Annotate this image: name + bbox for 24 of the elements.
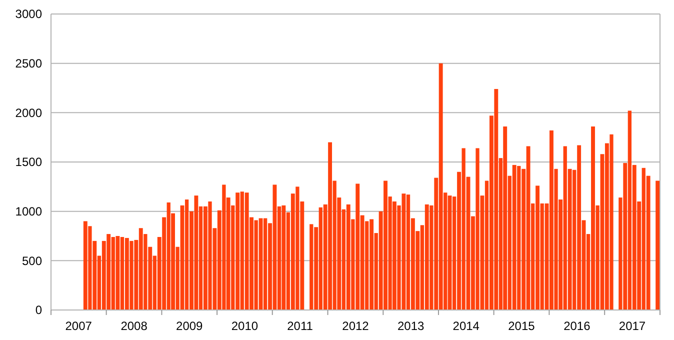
bar (282, 205, 286, 310)
bar (656, 180, 660, 310)
x-tick-label: 2017 (618, 319, 646, 333)
y-tick-label: 3000 (15, 7, 42, 22)
x-tick-label: 2015 (508, 319, 536, 333)
y-tick-label: 1500 (15, 155, 42, 170)
x-tick-label: 2014 (452, 319, 480, 333)
y-tick-label: 2500 (15, 56, 42, 71)
x-tick-label: 2010 (231, 319, 258, 333)
bar (512, 164, 516, 310)
bar (346, 204, 350, 310)
x-tick-label: 2008 (120, 319, 148, 333)
bar (116, 236, 120, 310)
x-tick-label: 2007 (65, 319, 92, 333)
y-tick-label: 500 (22, 254, 42, 268)
x-tick-label: 2012 (342, 319, 370, 333)
x-tick-label: 2009 (176, 319, 204, 333)
bar (503, 126, 508, 310)
x-tick-label: 2016 (564, 319, 591, 333)
x-tick-label: 2013 (397, 319, 424, 333)
x-tick-label: 2011 (287, 319, 314, 333)
y-tick-label: 1000 (15, 204, 42, 219)
y-tick-label: 2000 (15, 106, 42, 120)
y-tick-label: 0 (35, 303, 42, 318)
